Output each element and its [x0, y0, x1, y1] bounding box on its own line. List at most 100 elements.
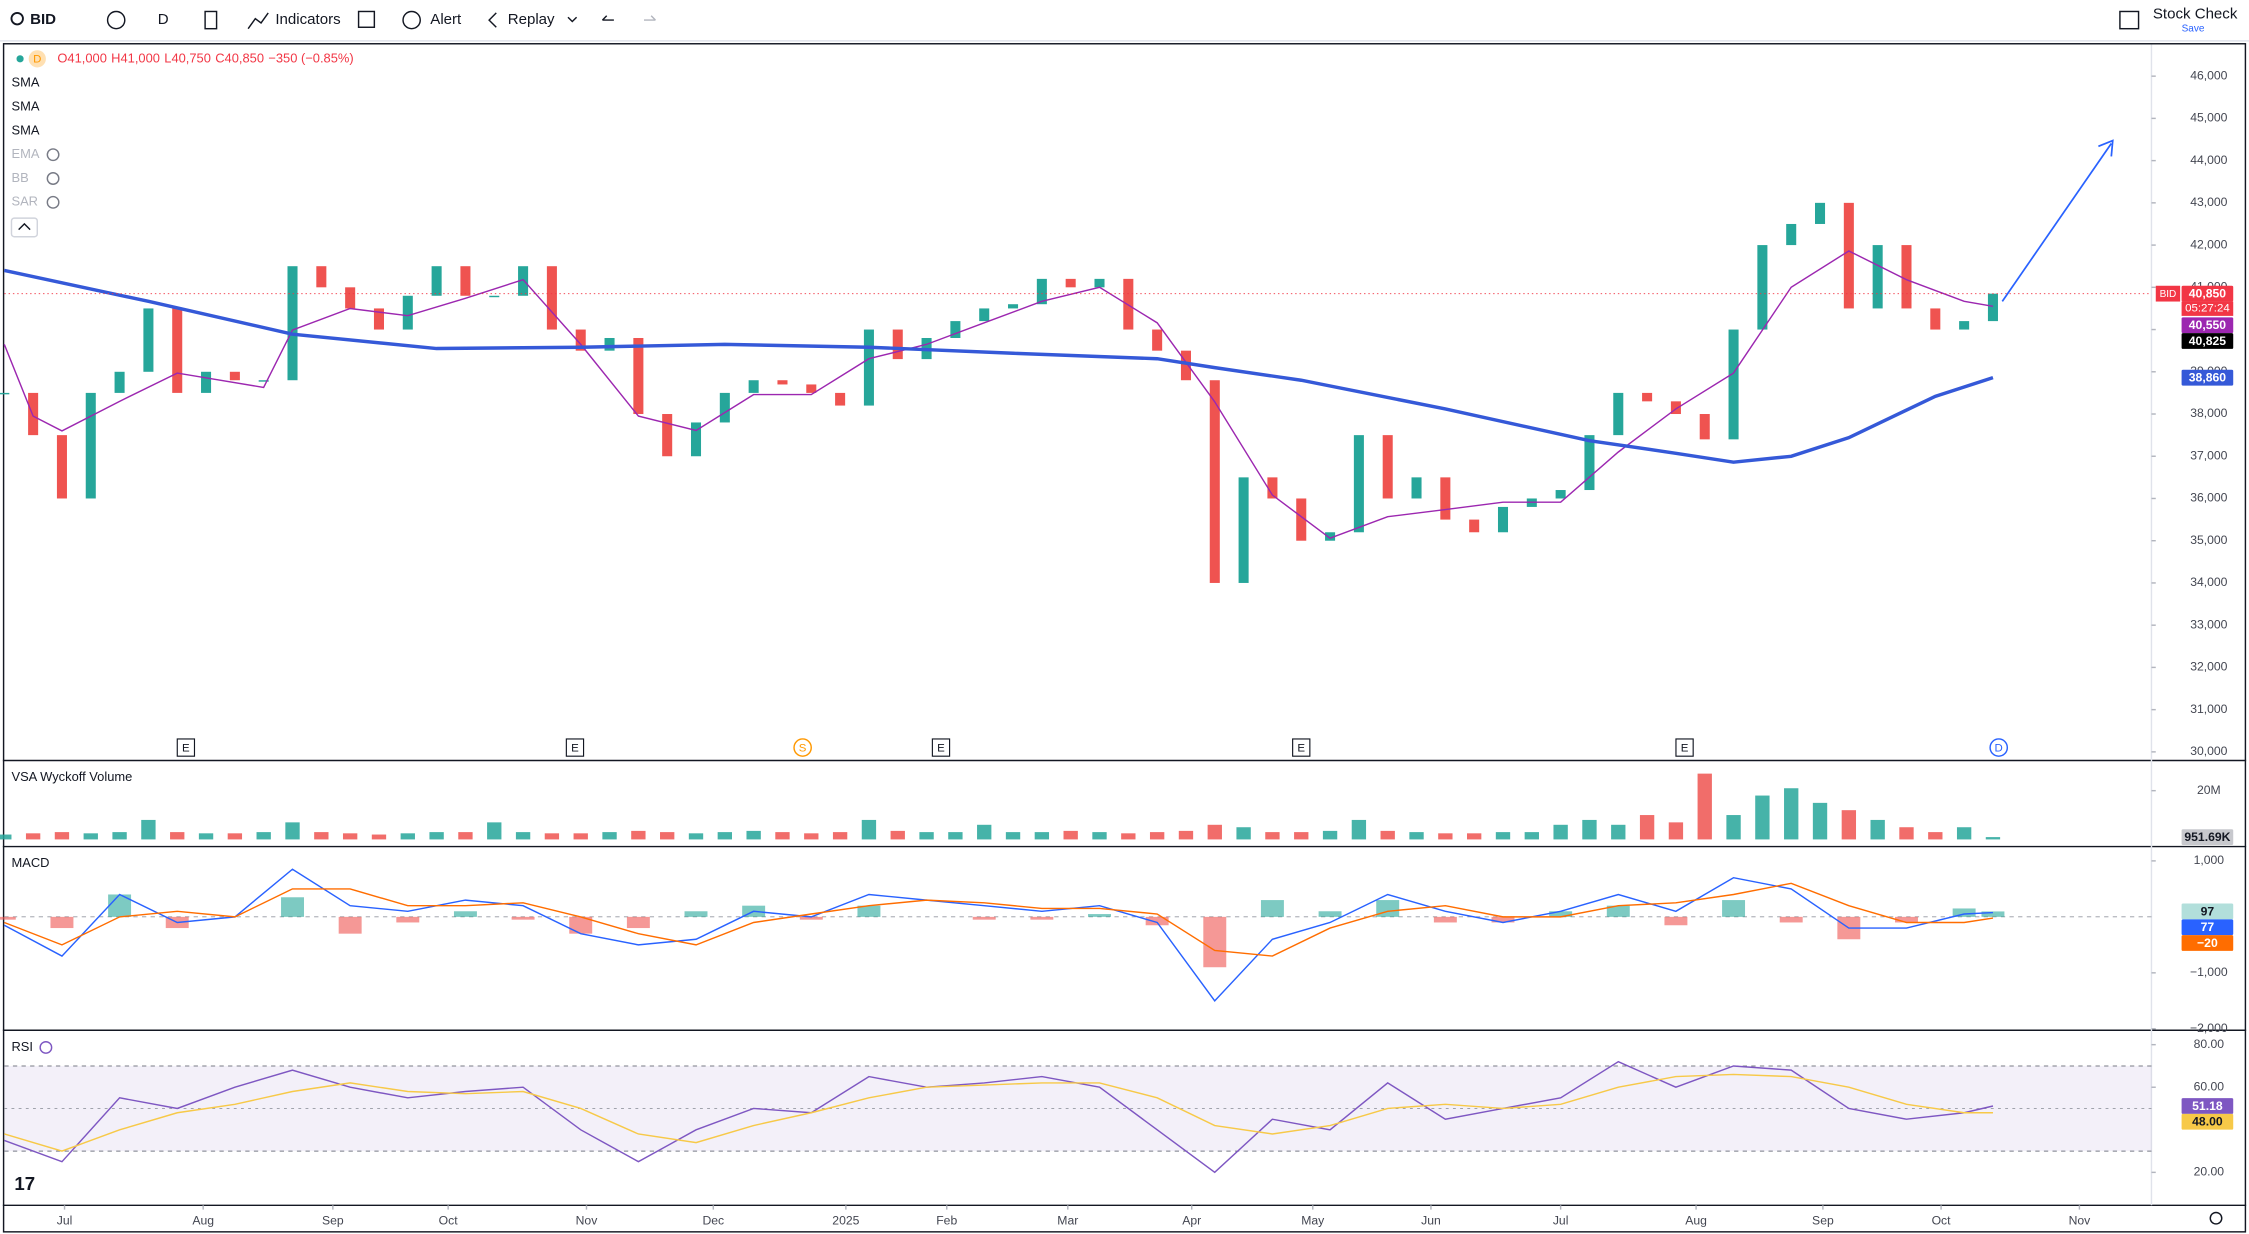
indicator-line: [3, 268, 1994, 464]
indicator-name: SMA: [11, 75, 39, 90]
y-tick-label: 80.00: [2194, 1037, 2225, 1051]
event-marker: [793, 738, 812, 757]
indicator-line: [4, 882, 1994, 957]
settings-icon[interactable]: [2209, 1211, 2223, 1225]
undo[interactable]: [601, 15, 614, 21]
pane: 30,000 31,000 32,000 33,000 34,000 35,000 36,0…: [0, 68, 2234, 758]
volume-bar: [1265, 832, 1280, 840]
candle: [1555, 490, 1566, 499]
alert-button[interactable]: Alert: [430, 11, 462, 28]
candle: [201, 371, 212, 393]
macd-histogram: [281, 897, 304, 917]
legend-interval: D: [33, 54, 41, 66]
price-badge: [2181, 333, 2234, 349]
volume-bar: [804, 833, 819, 840]
macd-histogram: [1722, 900, 1746, 917]
toolbar: BID D Indicators Alert Replay Stock Chec…: [0, 5, 2249, 42]
symbol-badge-label: BID: [2160, 289, 2177, 300]
volume-bar: [54, 832, 70, 840]
volume-bar: [1755, 795, 1770, 840]
volume-bar: [1178, 830, 1194, 840]
candle: [373, 308, 384, 330]
price-badge-label: 40,850: [2189, 287, 2226, 301]
candle: [690, 422, 702, 457]
volume-bar: [1294, 832, 1309, 840]
volume-bar: [515, 832, 531, 840]
indicators-icon[interactable]: [247, 12, 269, 30]
candle: [950, 321, 961, 338]
candle: [1670, 401, 1681, 415]
rsi-band: [4, 1065, 2152, 1152]
macd-histogram: [1952, 908, 1976, 917]
candle: [662, 414, 673, 457]
price-badge: [2181, 903, 2234, 920]
volume-bar: [342, 833, 358, 840]
collapse-icon: [18, 222, 31, 231]
replay-menu[interactable]: [567, 16, 578, 23]
pane-title: RSI: [11, 1039, 33, 1054]
arrow-head: [2098, 139, 2114, 157]
volume-bar: [170, 832, 185, 840]
indicator-name: EMA: [11, 146, 39, 161]
y-tick-label: 35,000: [2190, 533, 2227, 547]
volume-bar: [1870, 819, 1885, 840]
y-tick-label: −2,000: [2190, 1021, 2228, 1035]
candle: [345, 287, 356, 309]
collapse-button[interactable]: [10, 217, 39, 238]
alert-icon[interactable]: [402, 10, 421, 30]
x-tick-label: Nov: [2069, 1213, 2092, 1227]
price-badge: [2181, 935, 2234, 951]
volume-bar: [1524, 832, 1539, 840]
candle: [0, 392, 10, 395]
x-tick-label: Feb: [936, 1213, 957, 1227]
y-tick-label: 34,000: [2190, 575, 2227, 589]
replay-icon[interactable]: [488, 12, 497, 28]
ohlc-item: C40,850: [215, 51, 264, 66]
symbol-badge: [2155, 285, 2181, 302]
macd-histogram: [1664, 916, 1688, 926]
volume-bar: [400, 833, 415, 840]
volume-bar: [602, 832, 617, 840]
hidden-icon: [46, 195, 60, 209]
interval[interactable]: D: [158, 11, 169, 28]
templates[interactable]: [357, 10, 376, 28]
search-icon[interactable]: [10, 11, 24, 26]
replay-button[interactable]: Replay: [508, 11, 555, 28]
volume-bar: [1005, 832, 1021, 840]
candle: [1699, 414, 1710, 440]
volume-bar: [1668, 822, 1684, 840]
volume-bar: [112, 832, 127, 840]
volume-bar: [1092, 832, 1107, 840]
candle: [1065, 278, 1076, 288]
save-button[interactable]: Save: [2182, 23, 2205, 34]
macd-histogram: [626, 916, 650, 929]
trend-arrow[interactable]: [2001, 142, 2113, 302]
x-tick-label: Oct: [1932, 1213, 1952, 1227]
candle: [546, 266, 557, 330]
pane: VSA Wyckoff Volume 20M 951.69K: [0, 769, 2234, 845]
volume-bar: [1928, 832, 1943, 840]
layout-name[interactable]: Stock Check: [2153, 5, 2238, 22]
candle: [633, 337, 644, 415]
hidden-icon: [46, 172, 60, 185]
candle: [1584, 435, 1595, 491]
price-badge-label: 40,825: [2189, 334, 2226, 348]
volume-bar: [1409, 832, 1424, 840]
candle: [172, 308, 183, 393]
chart-type[interactable]: [204, 10, 218, 30]
x-tick-label: Nov: [576, 1213, 599, 1227]
macd-histogram: [1145, 916, 1169, 926]
candle: [28, 392, 39, 436]
volume-bar: [573, 833, 588, 840]
candle: [85, 392, 96, 499]
redo[interactable]: [644, 15, 656, 21]
add-symbol[interactable]: [106, 10, 126, 30]
symbol[interactable]: BID: [30, 11, 56, 28]
candle: [1987, 293, 1998, 322]
event-label: D: [1995, 742, 2003, 754]
layout-icon[interactable]: [2119, 10, 2140, 30]
candle: [1325, 532, 1336, 541]
indicators-button[interactable]: Indicators: [275, 11, 340, 28]
candle: [863, 329, 874, 406]
